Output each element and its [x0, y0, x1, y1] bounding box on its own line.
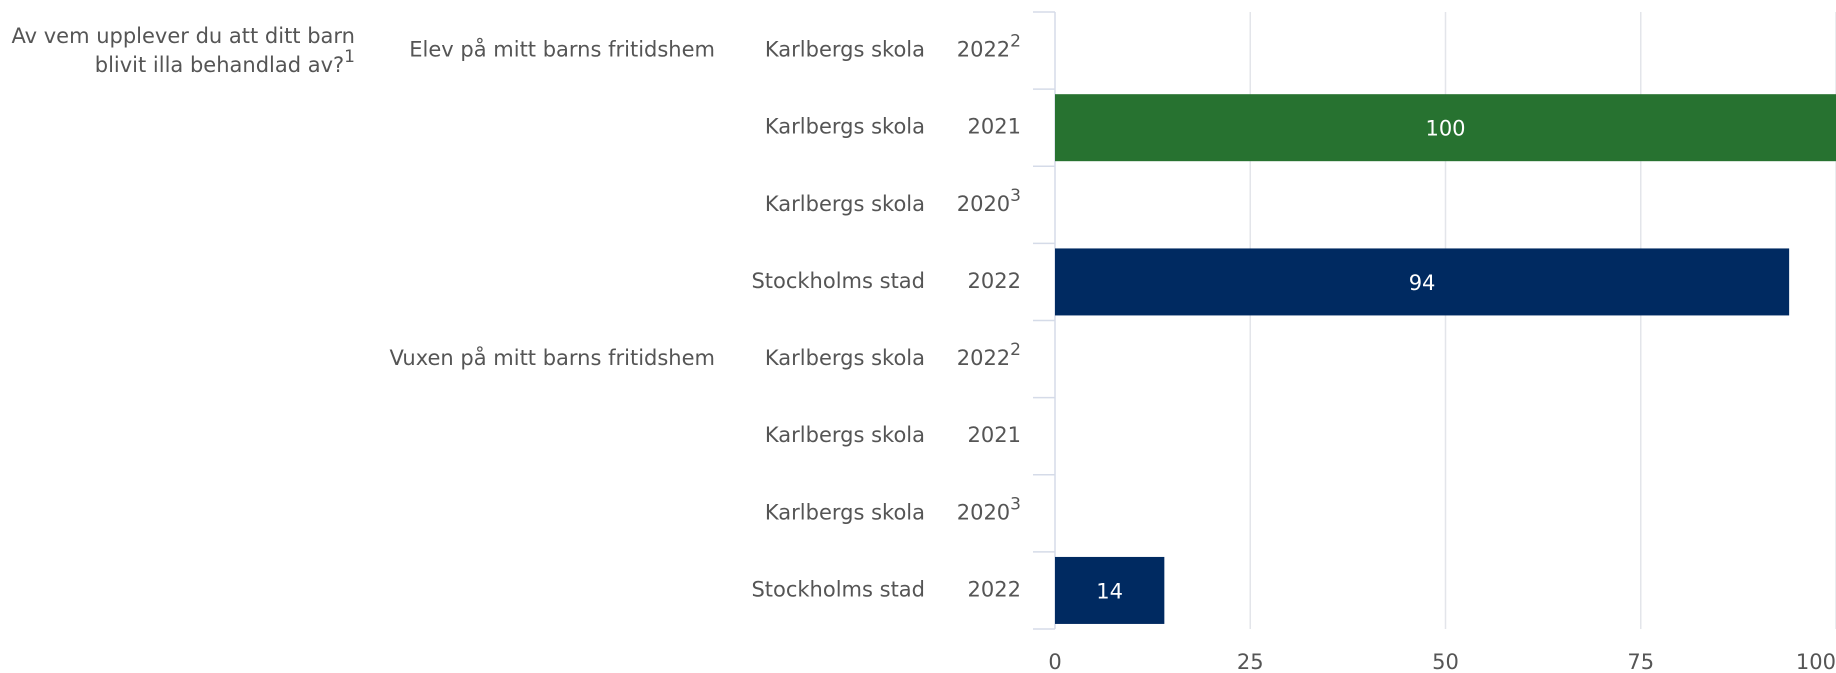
year-label: 20203 — [957, 494, 1021, 524]
unit-label: Karlbergs skola — [765, 192, 925, 216]
unit-label: Stockholms stad — [751, 577, 925, 601]
value-label: 100 — [1425, 117, 1465, 141]
footnote: 2 — [1010, 340, 1021, 360]
group-label: Elev på mitt barns fritidshem — [409, 37, 715, 62]
bar — [1055, 94, 1836, 162]
bar — [1055, 556, 1165, 624]
footnote: 3 — [1010, 186, 1021, 206]
x-tick-label: 0 — [1048, 650, 1061, 673]
footnote: 1 — [344, 47, 355, 67]
x-tick-label: 25 — [1237, 650, 1264, 673]
year: 2020 — [957, 192, 1010, 216]
value-label: 14 — [1096, 579, 1123, 603]
x-tick-label: 100 — [1796, 650, 1836, 673]
year-label: 2021 — [968, 115, 1021, 139]
unit-label: Karlbergs skola — [765, 423, 925, 447]
x-tick-label: 75 — [1627, 650, 1654, 673]
unit-label: Karlbergs skola — [765, 38, 925, 62]
unit-label: Stockholms stad — [751, 269, 925, 293]
question-line: blivit illa behandlad av? — [95, 53, 344, 77]
year-label: 20222 — [957, 340, 1021, 370]
year-label: 2021 — [968, 423, 1021, 447]
year-label: 2022 — [968, 269, 1021, 293]
bar — [1055, 248, 1790, 316]
year: 2022 — [957, 38, 1010, 62]
year-label: 20222 — [957, 32, 1021, 62]
year: 2022 — [957, 346, 1010, 370]
footnote: 3 — [1010, 494, 1021, 514]
value-label: 94 — [1409, 271, 1436, 295]
year: 2020 — [957, 500, 1010, 524]
year: 2022 — [968, 269, 1021, 293]
year: 2021 — [968, 115, 1021, 139]
year-label: 20203 — [957, 186, 1021, 216]
footnote: 2 — [1010, 32, 1021, 52]
year: 2022 — [968, 577, 1021, 601]
question: Av vem upplever du att ditt barn — [11, 24, 355, 48]
year-label: 2022 — [968, 577, 1021, 601]
question: blivit illa behandlad av?1 — [95, 47, 355, 77]
question-line: Av vem upplever du att ditt barn — [11, 24, 355, 48]
unit-label: Karlbergs skola — [765, 346, 925, 370]
year: 2021 — [968, 423, 1021, 447]
unit-label: Karlbergs skola — [765, 500, 925, 524]
group-label: Vuxen på mitt barns fritidshem — [389, 345, 715, 370]
x-tick-label: 50 — [1432, 650, 1459, 673]
unit-label: Karlbergs skola — [765, 115, 925, 139]
